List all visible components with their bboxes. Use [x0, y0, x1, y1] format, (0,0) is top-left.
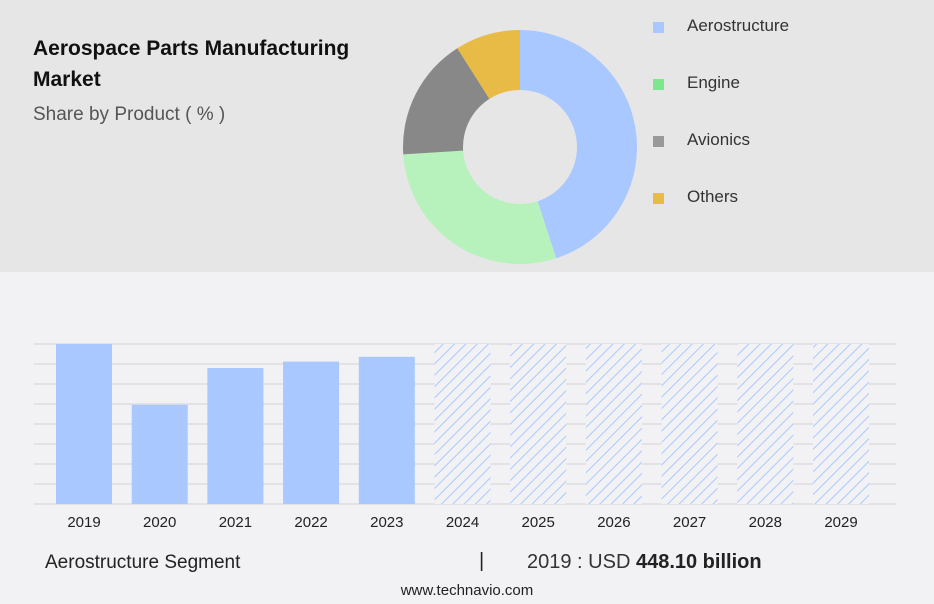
- bar-2025: [510, 344, 567, 504]
- legend-label: Engine: [687, 73, 740, 92]
- segment-value: 2019 : USD 448.10 billion: [527, 551, 762, 574]
- x-tick-label: 2020: [143, 514, 176, 531]
- x-tick-label: 2024: [446, 514, 479, 531]
- bar-2020: [131, 404, 188, 504]
- x-tick-label: 2026: [597, 514, 630, 531]
- x-tick-label: 2023: [370, 514, 403, 531]
- x-tick-label: 2029: [824, 514, 857, 531]
- chart-title: Aerospace Parts Manufacturing Market: [33, 37, 350, 91]
- bar-2021: [207, 368, 264, 504]
- bar-chart: 2019 2020 2021 2022 2023 2024 2025 2026 2027 2028…: [34, 343, 896, 531]
- legend-label: Avionics: [687, 130, 750, 149]
- donut-slice-aerostructure: [520, 30, 637, 259]
- x-tick-label: 2019: [67, 514, 100, 531]
- donut-chart: [403, 30, 637, 264]
- x-tick-label: 2022: [294, 514, 327, 531]
- bar-2023: [358, 356, 415, 504]
- x-tick-label: 2027: [673, 514, 706, 531]
- legend-label: Aerostructure: [687, 16, 790, 35]
- segment-name: Aerostructure Segment: [45, 552, 241, 573]
- legend-swatch: [653, 136, 664, 147]
- bar-2027: [661, 344, 718, 504]
- segment-value-amount: 448.10 billion: [635, 551, 762, 573]
- bar-2024: [434, 344, 491, 504]
- bar-2028: [737, 344, 794, 504]
- footer-divider: |: [479, 550, 485, 572]
- x-tick-label: 2025: [522, 514, 555, 531]
- legend-swatch: [653, 79, 664, 90]
- donut-slice-engine: [403, 150, 557, 264]
- x-tick-label: 2028: [749, 514, 782, 531]
- bar-2029: [813, 344, 869, 504]
- segment-year-label: 2019 : USD: [527, 551, 631, 573]
- source-url: www.technavio.com: [400, 582, 534, 599]
- legend-swatch: [653, 193, 664, 204]
- bar-2019: [56, 344, 112, 504]
- bar-2022: [283, 361, 340, 504]
- donut-slice-avionics: [403, 48, 490, 155]
- bar-2026: [585, 344, 642, 504]
- legend-swatch: [653, 22, 664, 33]
- donut-slice-others: [457, 30, 520, 99]
- chart-subtitle: Share by Product ( % ): [33, 104, 226, 125]
- legend-label: Others: [687, 187, 739, 206]
- x-tick-label: 2021: [219, 514, 252, 531]
